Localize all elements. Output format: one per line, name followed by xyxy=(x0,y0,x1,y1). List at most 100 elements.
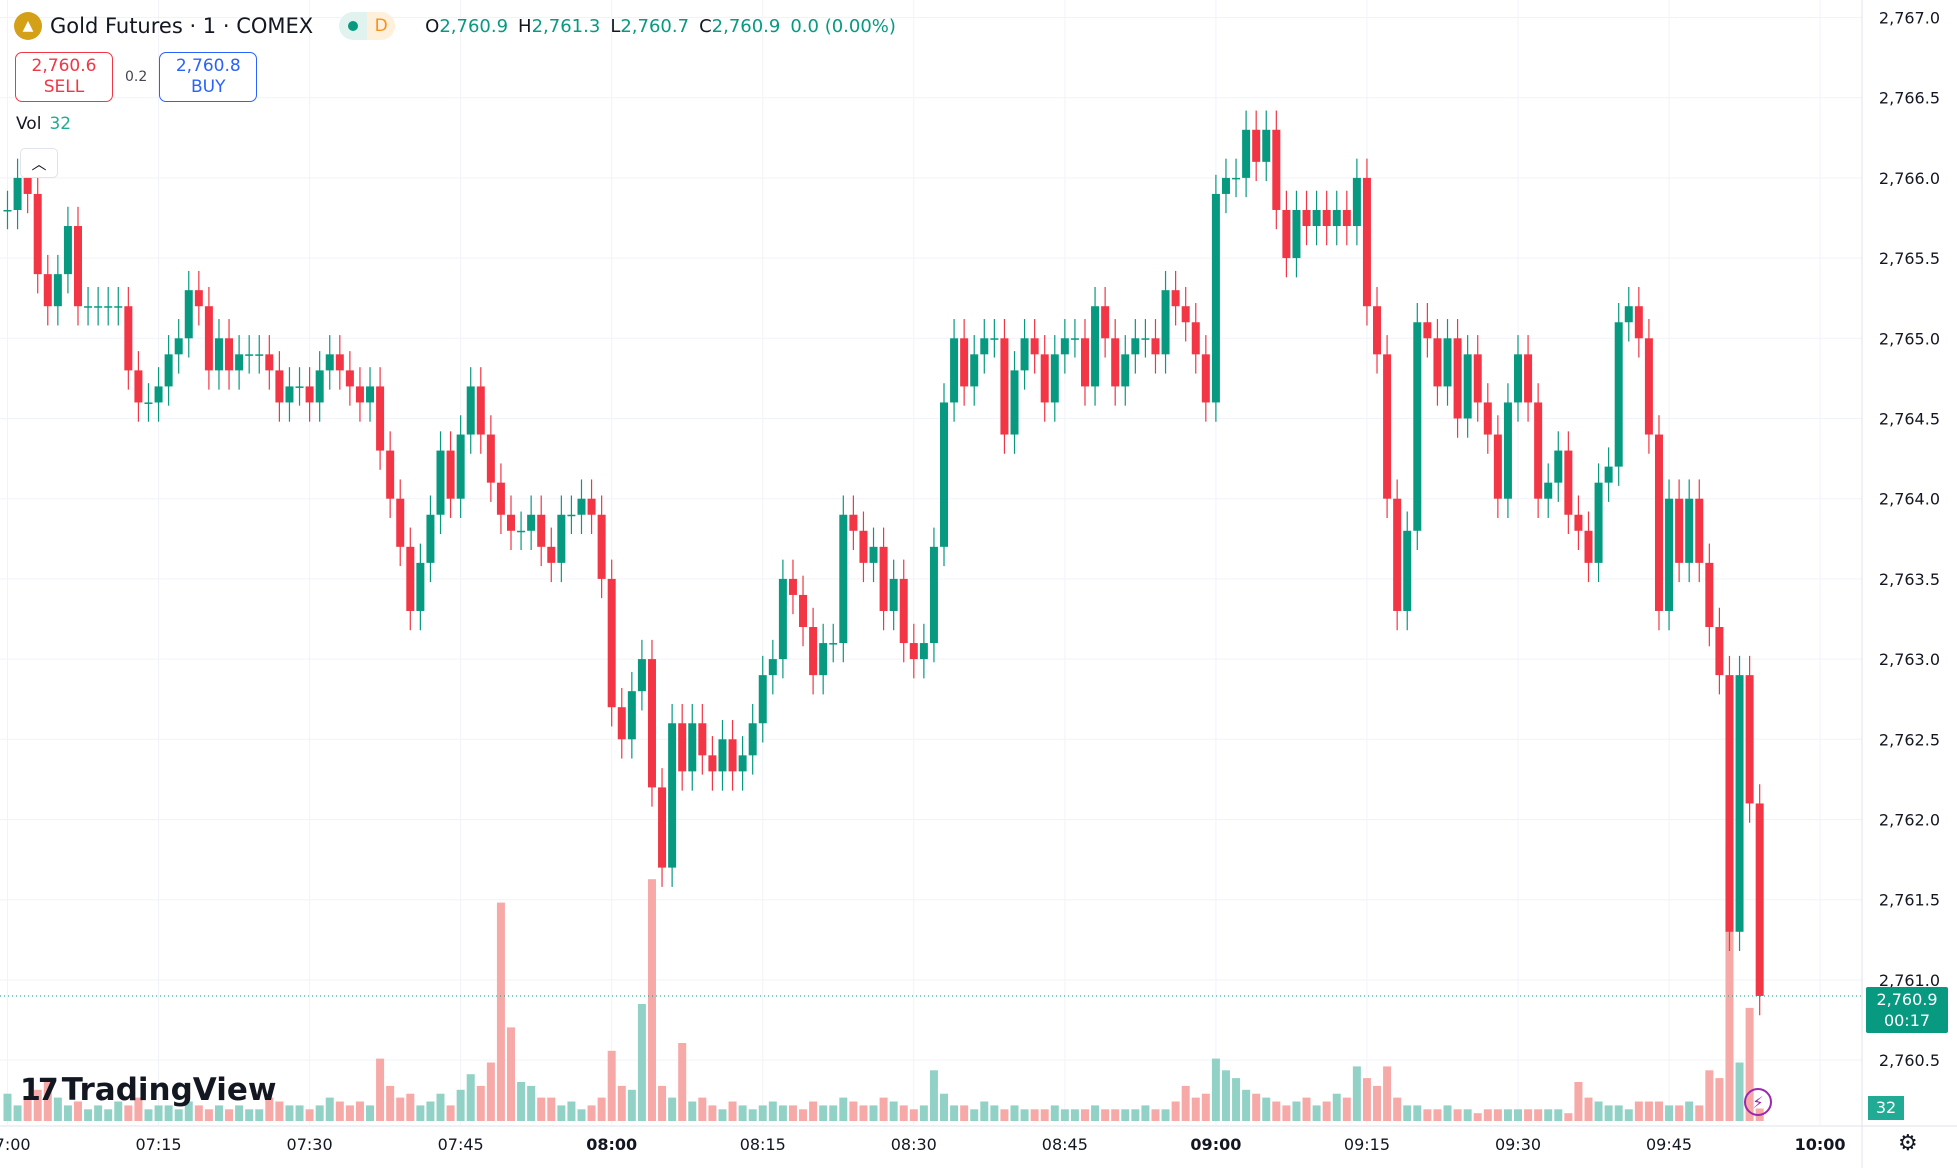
settings-gear-icon[interactable]: ⚙ xyxy=(1898,1131,1918,1156)
volume-bar xyxy=(587,1105,596,1121)
candle-body xyxy=(1654,434,1663,611)
candle-body xyxy=(285,386,294,403)
candle-body xyxy=(1503,402,1512,499)
candle-body xyxy=(94,306,103,308)
volume-bar xyxy=(1211,1058,1220,1121)
candle-body xyxy=(1302,209,1311,227)
candle-body xyxy=(1483,402,1492,435)
volume-bar xyxy=(1574,1082,1583,1121)
candle-body xyxy=(728,739,737,772)
candle-body xyxy=(1201,354,1210,403)
volume-bar xyxy=(1101,1109,1110,1121)
candle-body xyxy=(134,370,143,403)
volume-bar xyxy=(1624,1109,1633,1121)
candle-body xyxy=(768,659,777,676)
candle-body xyxy=(788,578,797,595)
sell-button[interactable]: 2,760.6 SELL xyxy=(15,52,113,102)
volume-bar xyxy=(1735,1062,1744,1121)
volume-bar xyxy=(567,1101,576,1121)
candle-body xyxy=(1433,338,1442,387)
price-tick-label: 2,766.0 xyxy=(1879,169,1940,188)
candle-body xyxy=(1282,209,1291,259)
candle-body xyxy=(919,643,928,660)
candle-body xyxy=(1020,338,1029,371)
candle-body xyxy=(537,514,546,547)
candle-body xyxy=(1453,338,1462,419)
price-tick-label: 2,763.0 xyxy=(1879,650,1940,669)
volume-bar xyxy=(980,1101,989,1121)
volume-bar xyxy=(1010,1105,1019,1121)
close-label: C xyxy=(699,15,712,37)
symbol-title[interactable]: Gold Futures · 1 · COMEX xyxy=(50,14,314,38)
volume-bar xyxy=(1272,1101,1281,1121)
volume-bar xyxy=(1302,1097,1311,1121)
market-status-badge[interactable]: D xyxy=(339,12,396,40)
candle-body xyxy=(1493,434,1502,499)
price-tick-label: 2,762.5 xyxy=(1879,730,1940,749)
candle-body xyxy=(335,354,344,371)
candle-body xyxy=(668,723,677,868)
candle-body xyxy=(1755,803,1764,996)
candle-body xyxy=(899,578,908,644)
close-value: 2,760.9 xyxy=(711,15,781,37)
volume-bar xyxy=(527,1085,536,1121)
candle-body xyxy=(547,546,556,563)
time-tick-label: 08:15 xyxy=(740,1135,786,1154)
volume-bar xyxy=(426,1101,435,1121)
candle-body xyxy=(345,370,354,387)
candle-body xyxy=(688,723,697,772)
volume-bar xyxy=(1312,1105,1321,1121)
candle-body xyxy=(1091,306,1100,387)
volume-bar xyxy=(1544,1109,1553,1121)
collapse-legend-button[interactable]: ︿ xyxy=(20,148,58,178)
candle-body xyxy=(23,177,32,194)
candle-body xyxy=(43,274,52,307)
volume-bar xyxy=(960,1105,969,1121)
volume-bar xyxy=(1534,1109,1543,1121)
volume-bar xyxy=(1554,1109,1563,1121)
market-open-dot-icon xyxy=(339,12,368,40)
volume-legend[interactable]: Vol 32 xyxy=(16,114,71,134)
candle-body xyxy=(637,659,646,692)
volume-bar xyxy=(1564,1113,1573,1121)
volume-bar xyxy=(1584,1097,1593,1121)
time-tick-label: 08:00 xyxy=(586,1135,637,1154)
lightning-icon[interactable]: ⚡ xyxy=(1744,1088,1772,1116)
volume-bar xyxy=(1393,1097,1402,1121)
candle-body xyxy=(1080,338,1089,387)
time-tick-label: 09:45 xyxy=(1646,1135,1692,1154)
price-tick-label: 2,764.0 xyxy=(1879,490,1940,509)
candle-body xyxy=(1252,129,1261,162)
candle-body xyxy=(325,354,334,371)
volume-bar xyxy=(1524,1109,1533,1121)
candle-body xyxy=(33,193,42,275)
candle-body xyxy=(204,306,213,371)
candle-body xyxy=(1040,354,1049,403)
candle-body xyxy=(245,354,254,356)
buy-button[interactable]: 2,760.8 BUY xyxy=(159,52,258,102)
volume-bar xyxy=(1403,1105,1412,1121)
volume-bar xyxy=(970,1109,979,1121)
candle-body xyxy=(889,578,898,611)
volume-bar xyxy=(73,1101,82,1121)
candle-body xyxy=(466,386,475,435)
candle-body xyxy=(416,562,425,611)
candle-body xyxy=(73,226,82,307)
candle-body xyxy=(1242,129,1251,178)
time-tick-label: 10:00 xyxy=(1795,1135,1846,1154)
volume-bar xyxy=(315,1105,324,1121)
volume-bar xyxy=(678,1043,687,1121)
low-value: 2,760.7 xyxy=(620,15,690,37)
time-tick-label: 09:00 xyxy=(1190,1135,1241,1154)
candle-body xyxy=(950,338,959,403)
candle-body xyxy=(376,386,385,451)
volume-bar xyxy=(164,1105,173,1121)
volume-bar xyxy=(1493,1109,1502,1121)
volume-bar xyxy=(637,1004,646,1121)
volume-bar xyxy=(84,1109,93,1121)
candle-body xyxy=(940,402,949,547)
candle-body xyxy=(456,434,465,499)
tradingview-logo[interactable]: 17 TradingView xyxy=(20,1072,277,1108)
volume-bar xyxy=(1373,1085,1382,1121)
